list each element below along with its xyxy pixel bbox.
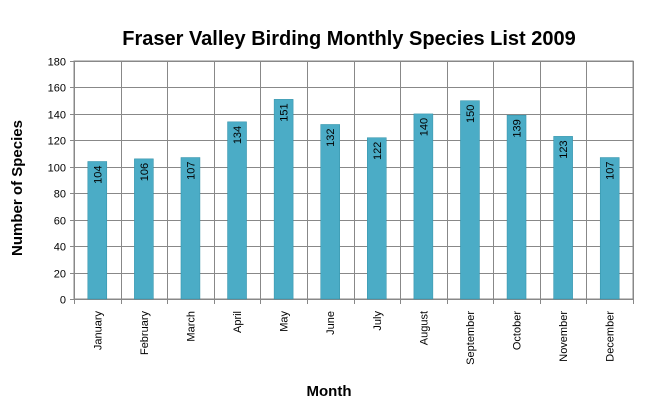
bar-january <box>87 161 108 300</box>
bar-october <box>506 114 527 300</box>
bar-value-label: 104 <box>92 165 104 183</box>
x-tick-label: October <box>512 311 524 350</box>
y-tick-label: 180 <box>48 57 66 69</box>
y-tick-label: 20 <box>54 269 66 281</box>
bar-november <box>553 136 573 300</box>
bar-february <box>134 158 154 300</box>
bar-value-label: 132 <box>325 128 337 146</box>
y-tick-label: 120 <box>48 136 66 148</box>
bar-value-label: 139 <box>512 119 524 137</box>
bar-labels: 104 106 107 134 151 132 122 140 150 139 123 107 <box>92 103 616 184</box>
y-axis-title: Number of Species <box>9 120 26 256</box>
x-axis-title: Month <box>307 383 352 400</box>
bar-september <box>460 100 480 300</box>
y-tick-label: 80 <box>54 189 66 201</box>
bar-value-label: 140 <box>418 118 430 136</box>
plot-area-border <box>73 60 634 300</box>
bar-value-label: 122 <box>372 142 384 160</box>
y-tick-label: 60 <box>54 216 66 228</box>
x-tick-label: March <box>185 311 197 342</box>
bar-august <box>413 113 434 300</box>
bar-value-label: 151 <box>279 103 291 121</box>
bar-july <box>367 137 387 300</box>
y-tick-label: 40 <box>54 242 66 254</box>
x-tick-label: November <box>558 311 570 362</box>
bar-march <box>180 157 201 300</box>
x-axis-ticks: January February March April May June July Augu… <box>92 311 616 365</box>
grid <box>70 60 634 304</box>
bars <box>87 99 620 300</box>
x-tick-label: December <box>605 311 617 362</box>
y-tick-label: 140 <box>48 110 66 122</box>
y-tick-label: 100 <box>48 163 66 175</box>
bar-value-label: 107 <box>605 162 617 180</box>
y-axis-ticks: 0 20 40 60 80 100 120 140 160 180 <box>48 57 66 307</box>
bar-value-label: 150 <box>465 105 477 123</box>
bar-may <box>273 99 294 300</box>
bar-april <box>227 121 247 300</box>
x-tick-label: September <box>465 311 477 365</box>
x-tick-label: August <box>418 311 430 345</box>
x-tick-label: June <box>325 311 337 335</box>
chart-title: Fraser Valley Birding Monthly Species Li… <box>122 28 576 50</box>
y-tick-label: 160 <box>48 83 66 95</box>
x-tick-label: May <box>279 311 291 332</box>
bar-december <box>599 157 620 300</box>
bar-june <box>320 124 340 300</box>
bar-value-label: 123 <box>558 140 570 158</box>
x-tick-label: July <box>372 311 384 331</box>
x-tick-label: April <box>232 311 244 333</box>
bar-value-label: 134 <box>232 126 244 144</box>
bar-value-label: 107 <box>185 162 197 180</box>
x-tick-label: February <box>139 311 151 356</box>
y-tick-label: 0 <box>60 295 66 307</box>
bar-value-label: 106 <box>139 163 151 181</box>
x-tick-label: January <box>92 311 104 351</box>
